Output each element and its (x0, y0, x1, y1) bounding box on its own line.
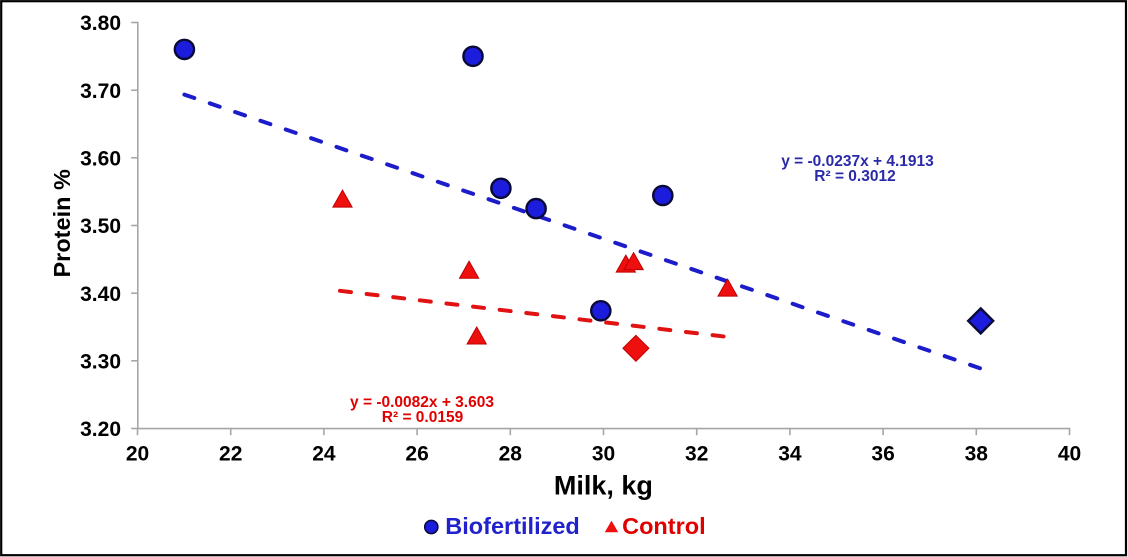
svg-text:3.30: 3.30 (80, 351, 121, 374)
svg-text:22: 22 (219, 443, 242, 466)
svg-text:30: 30 (592, 443, 615, 466)
svg-text:R² = 0.3012: R² = 0.3012 (814, 168, 895, 185)
svg-text:Milk, kg: Milk, kg (554, 470, 653, 500)
svg-text:20: 20 (126, 443, 149, 466)
svg-text:3.40: 3.40 (80, 283, 121, 306)
svg-text:3.60: 3.60 (80, 148, 121, 171)
svg-text:Control: Control (622, 513, 706, 539)
svg-text:3.80: 3.80 (80, 12, 121, 35)
svg-text:y = -0.0082x + 3.603: y = -0.0082x + 3.603 (350, 394, 494, 411)
svg-text:3.70: 3.70 (80, 80, 121, 103)
svg-text:3.50: 3.50 (80, 215, 121, 238)
svg-text:28: 28 (499, 443, 523, 466)
svg-text:36: 36 (871, 443, 894, 466)
svg-text:26: 26 (405, 443, 428, 466)
svg-text:3.20: 3.20 (80, 418, 121, 441)
svg-text:40: 40 (1058, 443, 1081, 466)
svg-text:32: 32 (685, 443, 708, 466)
svg-text:34: 34 (778, 443, 802, 466)
svg-text:Protein %: Protein % (49, 169, 75, 277)
svg-text:38: 38 (965, 443, 989, 466)
svg-text:R² = 0.0159: R² = 0.0159 (382, 409, 464, 426)
svg-text:24: 24 (312, 443, 336, 466)
svg-text:Biofertilized: Biofertilized (445, 513, 579, 539)
svg-text:y = -0.0237x + 4.1913: y = -0.0237x + 4.1913 (781, 153, 934, 170)
